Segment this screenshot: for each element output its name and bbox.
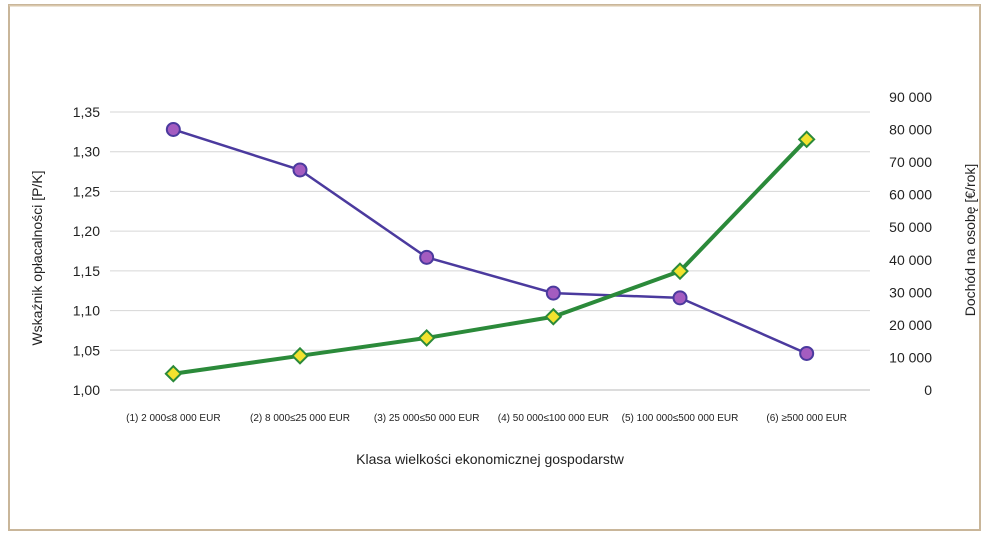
- left-axis-ticks: 1,00 1,05 1,10 1,15 1,20 1,25 1,30 1,35: [73, 104, 100, 398]
- left-tick-label: 1,25: [73, 183, 100, 199]
- data-point-diamond: [417, 328, 436, 347]
- left-tick-label: 1,35: [73, 104, 100, 120]
- x-tick-label: (6) ≥500 000 EUR: [766, 413, 847, 424]
- x-tick-label: (3) 25 000≤50 000 EUR: [374, 413, 480, 424]
- data-point-diamond: [291, 346, 309, 365]
- y-axis-right-label: Dochód na osobę [€/rok]: [962, 164, 978, 317]
- right-tick-label: 60 000: [889, 187, 932, 203]
- right-tick-label: 80 000: [889, 122, 932, 138]
- x-tick-label: (5) 100 000≤500 000 EUR: [622, 413, 739, 424]
- series-group: [164, 121, 816, 383]
- series-line: [173, 137, 809, 376]
- y-axis-left-label: Wskaźnik opłacalności [P/K]: [29, 170, 45, 345]
- series-line: [172, 128, 808, 355]
- right-tick-label: 0: [924, 382, 932, 398]
- data-point-diamond: [797, 130, 816, 149]
- data-point-circle: [419, 249, 435, 265]
- right-axis-ticks: 0 10 000 20 000 30 000 40 000 50 000 60 000 70 …: [889, 89, 932, 398]
- right-tick-label: 30 000: [889, 284, 932, 300]
- data-point-diamond: [164, 364, 183, 383]
- x-tick-label: (1) 2 000≤8 000 EUR: [126, 413, 220, 424]
- data-point-circle: [165, 121, 181, 137]
- x-tick-label: (2) 8 000≤25 000 EUR: [250, 413, 350, 424]
- data-point-circle: [799, 345, 815, 361]
- x-axis-ticks: (1) 2 000≤8 000 EUR (2) 8 000≤25 000 EUR (…: [126, 413, 847, 424]
- right-tick-label: 70 000: [889, 154, 932, 170]
- data-point-circle: [292, 162, 308, 178]
- frame-border: [8, 4, 981, 531]
- left-tick-label: 1,20: [73, 223, 100, 239]
- data-point-diamond: [671, 262, 689, 281]
- left-tick-label: 1,30: [73, 144, 100, 160]
- x-axis-label: Klasa wielkości ekonomicznej gospodarstw: [356, 451, 625, 467]
- right-tick-label: 50 000: [889, 219, 932, 235]
- right-tick-label: 10 000: [889, 349, 932, 365]
- grid-lines: [110, 111, 870, 391]
- data-point-diamond: [544, 307, 563, 326]
- left-tick-label: 1,10: [73, 303, 100, 319]
- left-tick-label: 1,05: [73, 342, 100, 358]
- x-tick-label: (4) 50 000≤100 000 EUR: [498, 413, 609, 424]
- right-tick-label: 90 000: [889, 89, 932, 105]
- frame-top-strip: [9, 5, 980, 7]
- right-tick-label: 40 000: [889, 252, 932, 268]
- data-point-circle: [672, 290, 688, 306]
- left-tick-label: 1,00: [73, 382, 100, 398]
- right-tick-label: 20 000: [889, 317, 932, 333]
- data-point-circle: [545, 285, 561, 301]
- left-tick-label: 1,15: [73, 263, 100, 279]
